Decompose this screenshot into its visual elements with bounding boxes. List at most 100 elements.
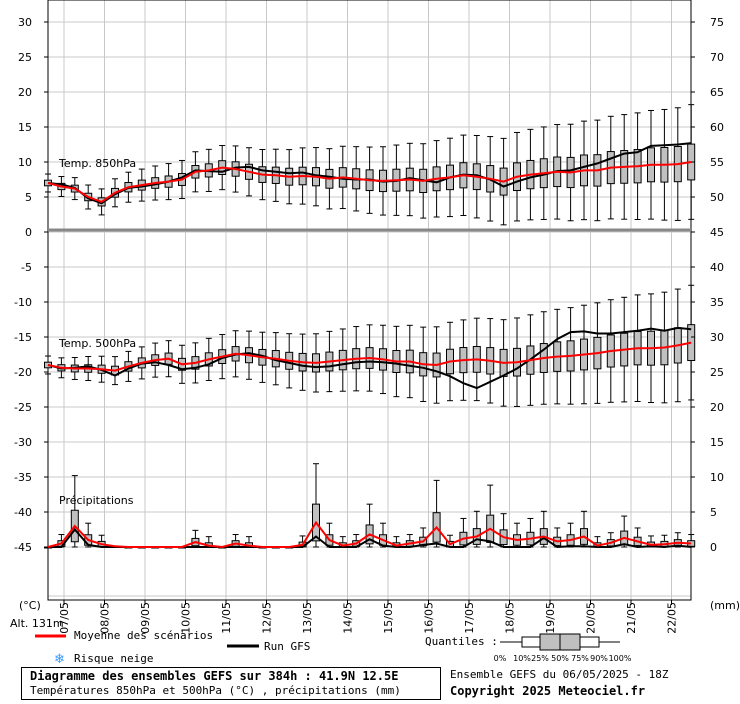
right-tick-label: 75	[710, 16, 724, 29]
left-tick-label: -35	[14, 471, 32, 484]
quantile-tick-label: 75%	[571, 654, 589, 663]
left-tick-label: -45	[14, 541, 32, 554]
x-tick-label: 19/05	[544, 602, 557, 634]
right-tick-label: 0	[710, 541, 717, 554]
x-tick-label: 07/05	[58, 602, 71, 634]
box-plot	[312, 463, 320, 548]
title-box: Diagramme des ensembles GEFS sur 384h : …	[21, 667, 441, 700]
chart-title: Diagramme des ensembles GEFS sur 384h : …	[30, 669, 399, 683]
x-tick-label: 21/05	[625, 602, 638, 634]
box-plot	[580, 510, 588, 548]
box-plot	[459, 517, 468, 548]
left-tick-label: 10	[18, 156, 32, 169]
right-tick-label: 55	[710, 156, 724, 169]
left-tick-label: -15	[14, 331, 32, 344]
x-axis: 07/05 08/05 09/05 10/05 11/05 12/05 13/05 14/05…	[58, 600, 679, 634]
snowflake-icon: ❄	[54, 652, 65, 667]
quantile-tick-label: 0%	[494, 654, 507, 663]
left-tick-label: -30	[14, 436, 32, 449]
x-tick-label: 20/05	[585, 602, 598, 634]
right-tick-label: 5	[710, 506, 717, 519]
right-tick-label: 15	[710, 436, 724, 449]
legend-snow-label: Risque neige	[74, 652, 154, 665]
x-tick-label: 15/05	[382, 602, 395, 634]
quantile-tick-label: 25%	[531, 654, 549, 663]
right-tick-label: 50	[710, 191, 724, 204]
right-tick-label: 40	[710, 261, 724, 274]
x-tick-label: 17/05	[463, 602, 476, 634]
boxes-850hpa	[44, 104, 696, 226]
box-plot	[633, 527, 642, 548]
quantile-tick-label: 10%	[513, 654, 531, 663]
copyright: Copyright 2025 Meteociel.fr	[450, 684, 646, 698]
boxes-500hpa	[44, 284, 696, 407]
mean-line-500	[47, 341, 692, 372]
left-tick-label: -10	[14, 296, 32, 309]
left-tick-label: -25	[14, 401, 32, 414]
right-tick-label: 25	[710, 366, 724, 379]
label-precip: Précipitations	[59, 494, 134, 507]
left-tick-label: 25	[18, 51, 32, 64]
unit-right: (mm)	[710, 599, 740, 612]
label-temp850: Temp. 850hPa	[58, 157, 136, 170]
x-tick-label: 11/05	[220, 602, 233, 634]
left-tick-label: 0	[25, 226, 32, 239]
box-plot	[70, 475, 79, 548]
x-tick-label: 22/05	[666, 602, 679, 634]
right-tick-label: 20	[710, 401, 724, 414]
run-info: Ensemble GEFS du 06/05/2025 - 18Z	[450, 668, 669, 681]
x-tick-label: 08/05	[99, 602, 112, 634]
legend-quantiles-label: Quantiles :	[425, 635, 498, 648]
quantile-legend: 0% 10% 25% 50% 75% 90% 100%	[494, 633, 632, 663]
right-tick-label: 45	[710, 226, 724, 239]
series-lines	[47, 142, 692, 549]
legend-mean-label: Moyenne des scénarios	[74, 629, 214, 642]
left-tick-label: 15	[18, 121, 32, 134]
left-tick-label: 5	[25, 191, 32, 204]
right-tick-label: 10	[710, 471, 724, 484]
x-tick-label: 13/05	[301, 602, 314, 634]
box-plot	[566, 522, 575, 548]
left-axis: 30 25 20 15 10 5 0 -5 -10 -15 -20 -25 -30 -35 -40 -45	[14, 16, 48, 554]
x-tick-label: 12/05	[261, 602, 274, 634]
mean-line-precip	[47, 520, 692, 549]
box-plot	[486, 484, 495, 548]
left-tick-label: -40	[14, 506, 32, 519]
chart-subtitle: Températures 850hPa et 500hPa (°C) , pré…	[30, 684, 401, 697]
right-tick-label: 65	[710, 86, 724, 99]
right-tick-label: 60	[710, 121, 724, 134]
box-plot	[539, 510, 548, 548]
mean-line-850	[47, 161, 692, 204]
label-temp500: Temp. 500hPa	[58, 337, 136, 350]
quantile-tick-label: 90%	[590, 654, 608, 663]
x-tick-label: 18/05	[504, 602, 517, 634]
box-plot	[325, 522, 334, 548]
box-plot	[606, 532, 615, 548]
box-plot	[687, 534, 696, 548]
box-plot	[513, 522, 521, 548]
left-tick-label: 20	[18, 86, 32, 99]
right-tick-label: 35	[710, 296, 724, 309]
left-tick-label: -20	[14, 366, 32, 379]
box-plot	[432, 479, 441, 548]
right-tick-label: 70	[710, 51, 724, 64]
x-tick-label: 16/05	[423, 602, 436, 634]
run-line-500	[47, 326, 692, 390]
box-plot	[405, 534, 414, 548]
left-tick-label: -5	[21, 261, 32, 274]
altitude-label: Alt. 131m	[10, 617, 64, 630]
x-tick-label: 10/05	[180, 602, 193, 634]
quantile-tick-label: 50%	[551, 654, 569, 663]
quantile-tick-label: 100%	[609, 654, 632, 663]
box-plot	[499, 513, 508, 548]
box-plot	[526, 517, 535, 548]
box-plot	[191, 529, 200, 548]
box-plot	[620, 515, 629, 548]
x-tick-label: 14/05	[342, 602, 355, 634]
left-tick-label: 30	[18, 16, 32, 29]
legend-run-label: Run GFS	[264, 640, 311, 653]
x-tick-label: 09/05	[139, 602, 152, 634]
right-tick-label: 30	[710, 331, 724, 344]
